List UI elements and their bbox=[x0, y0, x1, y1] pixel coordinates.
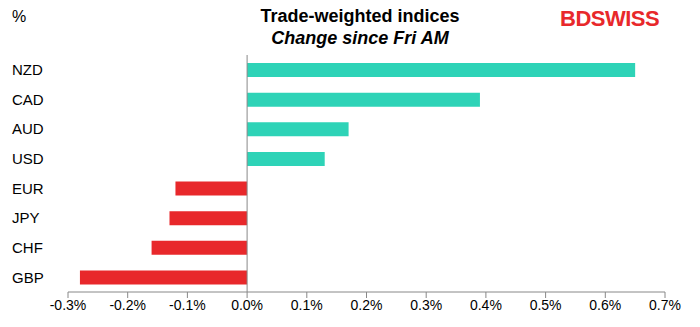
html-text:Trade-weighted indices: Trade-weighted indices bbox=[260, 6, 460, 26]
svg-text:USD: USD bbox=[12, 150, 44, 167]
svg-text:-0.2%: -0.2% bbox=[109, 297, 146, 313]
svg-text:EUR: EUR bbox=[12, 180, 44, 197]
svg-text:0.3%: 0.3% bbox=[410, 297, 442, 313]
svg-text:0.4%: 0.4% bbox=[470, 297, 502, 313]
svg-text:NZD: NZD bbox=[12, 61, 43, 78]
html-text:BDSWISS: BDSWISS bbox=[560, 6, 660, 31]
svg-text:-0.1%: -0.1% bbox=[169, 297, 206, 313]
svg-text:0.6%: 0.6% bbox=[589, 297, 621, 313]
html-text:Change since Fri AM: Change since Fri AM bbox=[271, 28, 449, 48]
svg-text:0.0%: 0.0% bbox=[231, 297, 263, 313]
svg-text:GBP: GBP bbox=[12, 269, 44, 286]
svg-text:-0.3%: -0.3% bbox=[50, 297, 87, 313]
svg-text:0.7%: 0.7% bbox=[649, 297, 681, 313]
svg-text:CAD: CAD bbox=[12, 91, 44, 108]
svg-text:AUD: AUD bbox=[12, 120, 44, 137]
svg-text:0.5%: 0.5% bbox=[530, 297, 562, 313]
svg-text:CHF: CHF bbox=[12, 239, 43, 256]
svg-text:JPY: JPY bbox=[12, 209, 40, 226]
svg-text:0.1%: 0.1% bbox=[291, 297, 323, 313]
svg-text:0.2%: 0.2% bbox=[351, 297, 383, 313]
